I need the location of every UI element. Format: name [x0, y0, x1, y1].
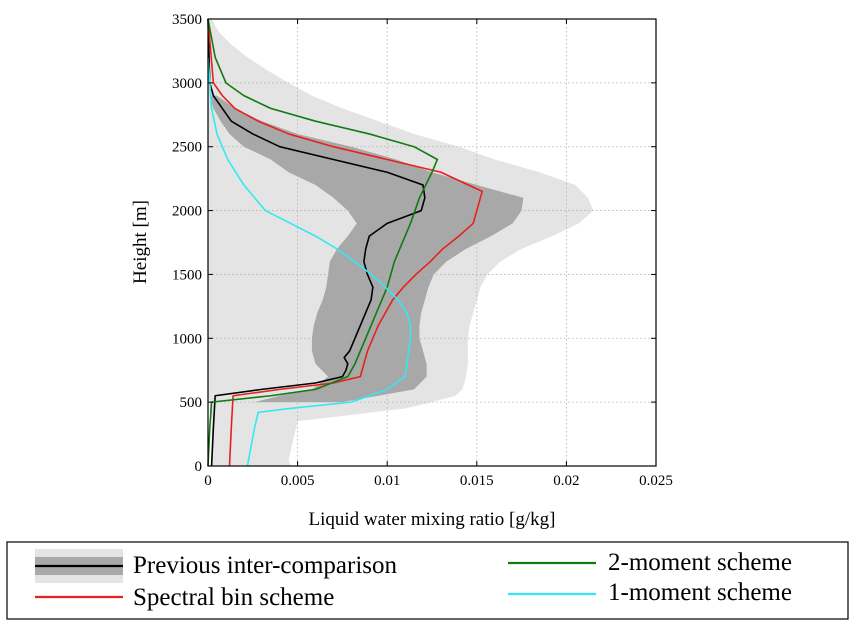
y-tick-label: 1500 [172, 267, 202, 283]
plot-frame [207, 18, 657, 467]
grid-lines [208, 19, 656, 466]
series-line-1-moment-scheme [207, 57, 412, 467]
uncertainty-bands [208, 19, 594, 466]
legend: Previous inter-comparison 2-moment schem… [6, 541, 849, 620]
legend-keys [35, 549, 596, 599]
y-tick-label: 2000 [172, 204, 202, 220]
axis-ticks [207, 18, 657, 467]
legend-label-1-moment-scheme: 1-moment scheme [608, 579, 792, 606]
x-tick-labels: 0 0.005 0.01 0.015 0.02 0.025 [204, 473, 673, 489]
x-tick-label: 0.015 [460, 473, 494, 489]
x-axis-title: Liquid water mixing ratio [g/kg] [309, 509, 556, 530]
y-tick-label: 1000 [172, 331, 202, 347]
y-tick-labels: 0 500 1000 1500 2000 2500 3000 3500 [172, 12, 202, 475]
x-tick-label: 0.005 [281, 473, 315, 489]
y-axis-title: Height [m] [130, 200, 151, 284]
series-line-spectral-bin-scheme [207, 18, 483, 467]
y-tick-label: 0 [195, 459, 203, 475]
y-tick-label: 2500 [172, 140, 202, 156]
x-tick-label: 0 [204, 473, 212, 489]
x-tick-label: 0.025 [639, 473, 673, 489]
band-inner [209, 95, 524, 403]
y-tick-label: 3500 [172, 12, 202, 28]
data-series [207, 18, 483, 467]
legend-label-2-moment-scheme: 2-moment scheme [608, 549, 792, 576]
legend-frame [6, 541, 849, 620]
series-line-previous-inter-comparison [207, 18, 426, 467]
legend-label-previous-inter-comparison: Previous inter-comparison [133, 552, 398, 579]
y-tick-label: 3000 [172, 76, 202, 92]
series-line-2-moment-scheme [207, 18, 439, 467]
x-tick-label: 0.02 [553, 473, 579, 489]
x-tick-label: 0.01 [374, 473, 400, 489]
y-tick-label: 500 [180, 395, 203, 411]
legend-label-spectral-bin-scheme: Spectral bin scheme [133, 584, 334, 611]
